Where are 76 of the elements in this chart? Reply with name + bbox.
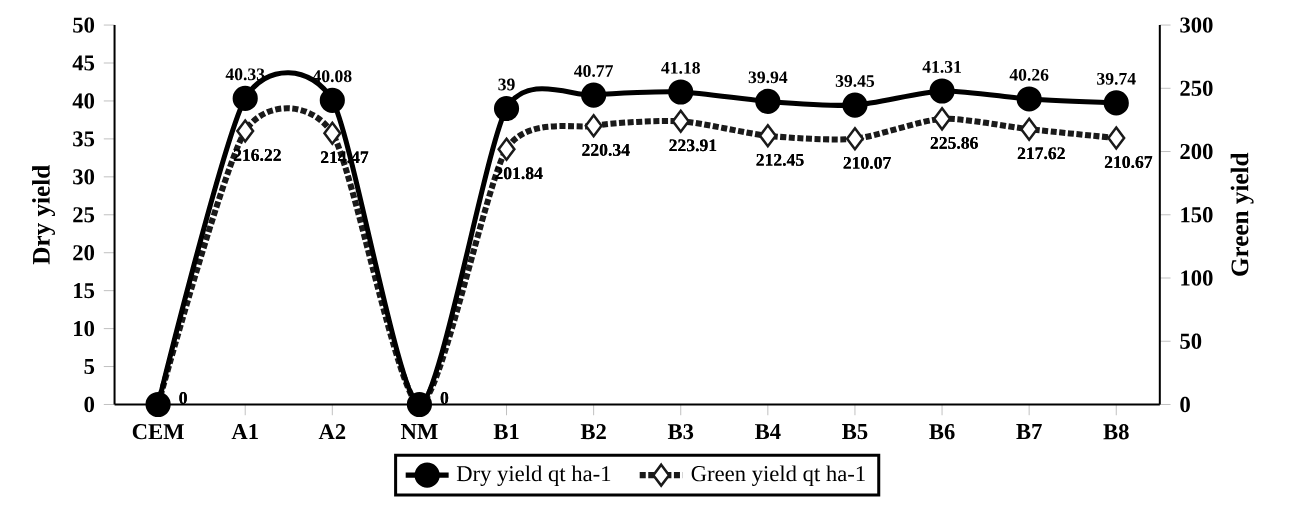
y2-tick-label: 200 <box>1180 143 1213 159</box>
y2-tick-label: 0 <box>1180 396 1190 412</box>
data-label: 39.94 <box>748 71 788 84</box>
point <box>319 87 345 113</box>
data-label: 39.45 <box>835 74 875 87</box>
point <box>758 123 777 148</box>
data-label: 39.74 <box>1097 72 1136 85</box>
data-label: 40.77 <box>574 64 613 77</box>
y-tick-label: 40 <box>72 93 95 109</box>
point <box>671 109 690 133</box>
point <box>842 92 868 118</box>
y-tick-label: 15 <box>74 282 95 299</box>
y-tick-label: 10 <box>74 320 95 337</box>
x-tick-label: B5 <box>842 423 868 439</box>
point <box>232 85 258 111</box>
data-label: 220.34 <box>582 143 630 156</box>
point <box>1107 126 1126 150</box>
y2-tick-label: 50 <box>1180 333 1202 349</box>
legend-label: Green yield qt ha-1 <box>691 465 865 486</box>
point <box>406 391 432 417</box>
point <box>1103 90 1129 116</box>
point <box>755 88 781 114</box>
point <box>145 391 171 417</box>
point <box>1016 86 1042 112</box>
data-label: 40.33 <box>225 68 265 81</box>
y-tick-label: 50 <box>73 17 95 33</box>
y-tick-label: 0 <box>84 396 95 412</box>
legend-label: Dry yield qt ha-1 <box>456 465 611 486</box>
x-tick-label: B1 <box>493 423 519 439</box>
data-label: 41.31 <box>922 60 961 73</box>
data-label: 40.26 <box>1009 68 1049 81</box>
x-tick-label: NM <box>400 423 438 439</box>
point <box>929 78 955 104</box>
data-label: 0 <box>440 391 449 404</box>
y2-tick-label: 100 <box>1181 270 1213 286</box>
point <box>845 126 865 151</box>
x-tick-label: B8 <box>1103 423 1129 440</box>
point <box>323 121 342 145</box>
y-tick-label: 5 <box>84 358 95 374</box>
data-label: 39 <box>498 78 515 91</box>
x-tick-label: A1 <box>231 423 258 439</box>
y-tick-label: 45 <box>72 55 95 71</box>
y2-tick-label: 150 <box>1181 206 1213 223</box>
point <box>497 137 516 161</box>
x-tick-label: CEM <box>132 423 184 440</box>
data-label: 0 <box>179 391 187 404</box>
point <box>932 106 952 131</box>
point <box>236 119 255 143</box>
x-tick-label: A2 <box>318 423 346 439</box>
data-label: 225.86 <box>930 136 978 149</box>
data-label: 223.91 <box>669 139 717 152</box>
point <box>1020 117 1039 141</box>
x-tick-label: B6 <box>929 423 955 440</box>
point <box>581 82 607 108</box>
x-tick-label: B3 <box>667 423 694 440</box>
y-tick-label: 25 <box>73 206 95 223</box>
data-label: 41.18 <box>661 61 700 74</box>
data-label: 210.07 <box>843 156 891 169</box>
y2-tick-label: 300 <box>1180 17 1213 33</box>
data-label: 40.08 <box>312 70 352 82</box>
y-tick-label: 30 <box>73 168 95 185</box>
y2-axis-title: Green yield <box>1230 152 1254 276</box>
y2-tick-label: 250 <box>1180 80 1213 96</box>
point <box>493 95 520 121</box>
data-label: 212.45 <box>756 153 804 166</box>
y-tick-label: 35 <box>73 131 95 147</box>
data-label: 216.22 <box>233 148 281 161</box>
y-tick-label: 20 <box>73 244 95 261</box>
data-label: 210.67 <box>1104 155 1153 168</box>
y-axis-title: Dry yield <box>32 164 56 265</box>
point <box>668 79 694 105</box>
point <box>584 113 603 138</box>
data-label: 217.62 <box>1017 147 1065 160</box>
x-tick-label: B2 <box>580 423 606 439</box>
x-tick-label: B7 <box>1016 423 1042 439</box>
x-tick-label: B4 <box>755 423 781 439</box>
